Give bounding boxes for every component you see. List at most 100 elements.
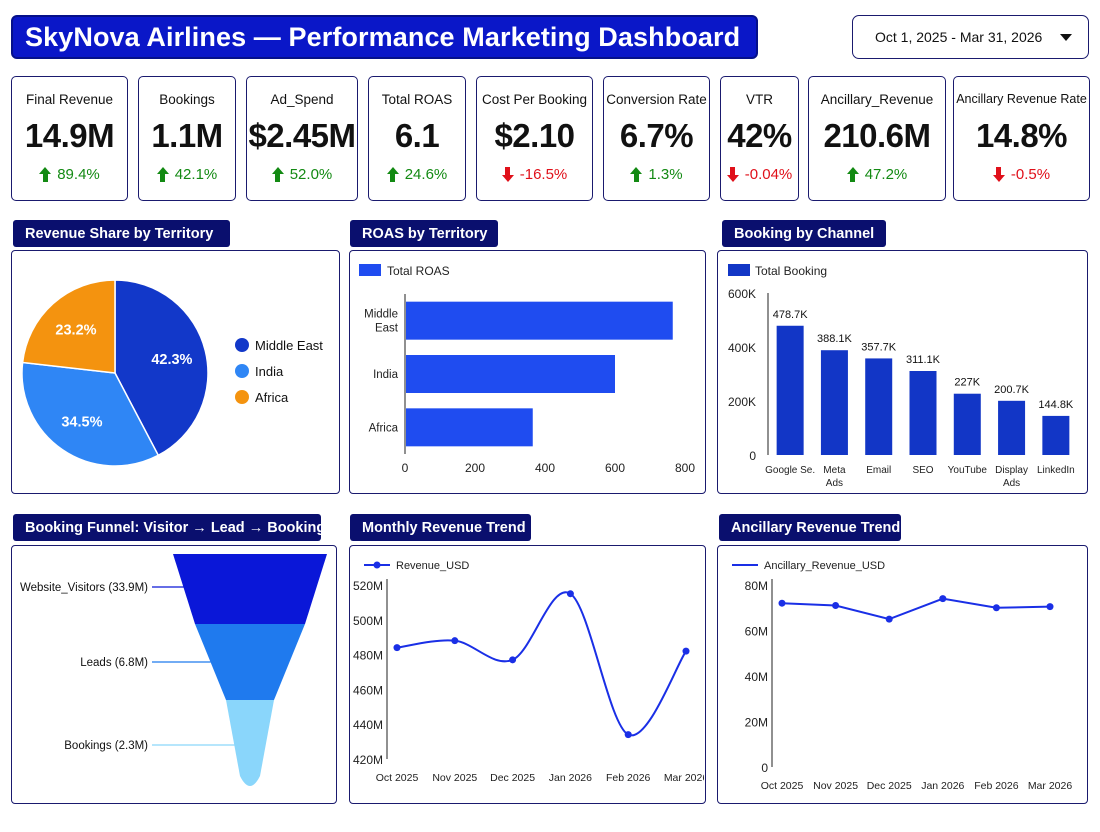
roas-chart-panel: Total ROAS Middle East India Africa 0 200 400 60… <box>349 250 706 494</box>
pie-slice <box>21 361 160 467</box>
roas-bar-chart: Total ROAS Middle East India Africa 0 200 400 60… <box>359 264 695 475</box>
data-label: 311.1K <box>906 354 941 366</box>
monthly-revenue-chart: Revenue_USD 420M 440M 460M 480M 500M 520M Oct 2… <box>353 560 708 784</box>
chevron-down-icon[interactable] <box>1060 34 1072 41</box>
kpi-change-value: -0.5% <box>1010 166 1051 183</box>
bar <box>998 400 1026 455</box>
bar <box>1042 415 1070 455</box>
pie-slice-label: 42.3% <box>151 352 192 368</box>
bar <box>776 325 804 455</box>
kpi-value: 14.8% <box>975 117 1068 154</box>
legend-swatch <box>728 264 750 276</box>
kpi-card-ad-spend: Ad_Spend $2.45M 52.0% <box>246 76 358 201</box>
series-line <box>396 591 687 737</box>
category-label: Email <box>866 465 891 476</box>
arrow-down-icon <box>726 167 739 182</box>
kpi-change: 1.3% <box>604 166 709 183</box>
date-range-dropdown[interactable]: Oct 1, 2025 - Mar 31, 2026 <box>852 15 1089 59</box>
x-tick-label: Oct 2025 <box>376 772 419 784</box>
kpi-label: Ancillary Revenue Rate <box>956 92 1087 106</box>
data-point <box>778 599 786 607</box>
section-title-roas: ROAS by Territory <box>350 220 498 247</box>
legend-label: Total Booking <box>755 264 827 278</box>
y-tick-label: 600K <box>728 287 756 301</box>
data-label: 200.7K <box>994 384 1030 396</box>
bar <box>820 350 848 455</box>
bar <box>406 408 533 447</box>
y-tick-label: 460M <box>353 683 383 697</box>
kpi-card-final-revenue: Final Revenue 14.9M 89.4% <box>11 76 128 201</box>
x-tick-label: Oct 2025 <box>761 780 804 792</box>
bar <box>406 301 673 340</box>
funnel-stage <box>195 624 305 700</box>
y-tick-label: 40M <box>745 670 768 684</box>
data-point <box>624 731 632 739</box>
x-tick-label: Dec 2025 <box>490 772 535 784</box>
kpi-label: Total ROAS <box>381 92 453 107</box>
legend-label: Total ROAS <box>387 264 450 278</box>
data-label: 357.7K <box>861 341 897 353</box>
series-line <box>781 597 1051 621</box>
legend-label: Africa <box>255 390 289 405</box>
pie-chart: 42.3% 34.5% 23.2% Middle East India Africa <box>21 279 323 467</box>
y-tick-label: 420M <box>353 753 383 767</box>
category-label: Meta <box>823 465 846 476</box>
y-tick-label: 500M <box>353 614 383 628</box>
data-point <box>451 637 459 645</box>
kpi-change-value: 24.6% <box>404 166 448 183</box>
bar <box>406 355 615 393</box>
category-label: Google Se. <box>765 465 815 476</box>
y-tick-label: 20M <box>745 716 768 730</box>
funnel-stage-label: Leads (6.8M) <box>80 657 148 669</box>
booking-channel-panel: Total Booking 0 200K 400K 600K 478.7K Google S… <box>717 250 1088 494</box>
funnel-stage <box>173 554 327 624</box>
kpi-change: 52.0% <box>247 166 357 183</box>
funnel-panel: Website_Visitors (33.9M) Leads (6.8M) Book… <box>11 545 337 804</box>
kpi-value: 42% <box>727 117 792 154</box>
monthly-revenue-panel: Revenue_USD 420M 440M 460M 480M 500M 520M Oct 2… <box>349 545 708 804</box>
kpi-value: 6.7% <box>619 117 694 154</box>
x-tick-label: Mar 2026 <box>664 772 704 784</box>
kpi-value: 1.1M <box>151 117 223 154</box>
date-range-value: Oct 1, 2025 - Mar 31, 2026 <box>875 29 1043 45</box>
y-tick-label: 520M <box>353 579 383 593</box>
kpi-change: 47.2% <box>809 166 945 183</box>
kpi-change: 42.1% <box>139 166 235 183</box>
kpi-change: -0.04% <box>721 166 798 183</box>
kpi-change: 24.6% <box>369 166 465 183</box>
kpi-card-vtr: VTR 42% -0.04% <box>720 76 799 201</box>
legend-label: Revenue_USD <box>396 560 469 572</box>
kpi-label: Ancillary_Revenue <box>820 92 934 107</box>
legend-marker <box>373 561 381 569</box>
x-tick-label: 800 <box>675 461 695 475</box>
pie-slice <box>21 279 116 374</box>
arrow-down-icon <box>501 167 514 182</box>
x-tick-label: 200 <box>465 461 485 475</box>
bar <box>865 358 893 455</box>
legend-swatch <box>359 264 381 276</box>
kpi-value: $2.10 <box>494 117 575 154</box>
kpi-change-value: -0.04% <box>744 166 793 183</box>
x-tick-label: Jan 2026 <box>921 780 964 792</box>
legend-label: Ancillary_Revenue_USD <box>764 560 885 572</box>
y-tick-label: 440M <box>353 718 383 732</box>
kpi-card-ancillary-revenue-rate: Ancillary Revenue Rate 14.8% -0.5% <box>953 76 1090 201</box>
data-label: 227K <box>954 377 980 389</box>
pie-slice-label: 23.2% <box>55 322 96 338</box>
section-title-booking-channel: Booking by Channel <box>722 220 886 247</box>
data-point <box>509 656 517 664</box>
funnel-chart: Website_Visitors (33.9M) Leads (6.8M) Book… <box>20 554 327 786</box>
arrow-up-icon <box>39 167 52 182</box>
legend-swatch <box>235 390 249 404</box>
funnel-stage-label: Bookings (2.3M) <box>64 740 148 752</box>
category-label: Middle <box>364 309 398 321</box>
legend-label: India <box>255 364 284 379</box>
category-label: Africa <box>369 422 399 434</box>
data-point <box>992 604 1000 612</box>
x-tick-label: Nov 2025 <box>432 772 477 784</box>
arrow-up-icon <box>386 167 399 182</box>
y-tick-label: 60M <box>745 625 768 639</box>
page-title: SkyNova Airlines — Performance Marketing… <box>25 21 741 52</box>
y-tick-label: 480M <box>353 649 383 663</box>
kpi-label: VTR <box>746 92 773 107</box>
